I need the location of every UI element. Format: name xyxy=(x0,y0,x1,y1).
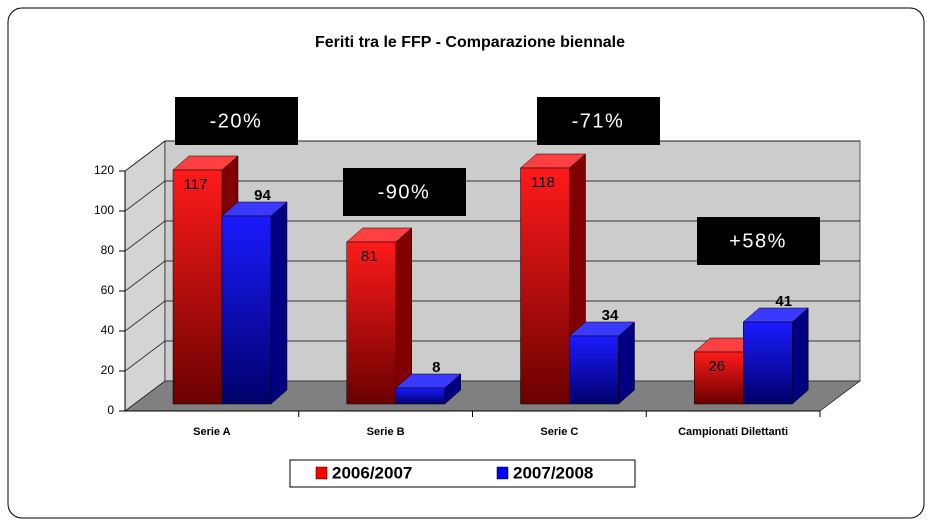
y-tick-label: 0 xyxy=(107,403,114,417)
y-tick-label: 60 xyxy=(101,283,115,297)
annotation-box xyxy=(537,97,660,145)
bar xyxy=(520,167,570,405)
bar xyxy=(694,351,744,405)
bar xyxy=(221,215,272,405)
y-tick-label: 120 xyxy=(94,163,114,177)
bar xyxy=(346,241,396,405)
value-label: 117 xyxy=(184,176,208,193)
value-label: 8 xyxy=(432,359,440,376)
bar xyxy=(569,335,619,405)
bar-side xyxy=(618,321,635,405)
x-tick-label: Serie A xyxy=(193,426,231,438)
value-label: 81 xyxy=(361,248,378,265)
grid-line xyxy=(124,260,860,292)
y-tick-label: 80 xyxy=(101,243,115,257)
value-label: 34 xyxy=(602,307,619,324)
annotation-box xyxy=(175,97,298,145)
x-tick-label: Serie C xyxy=(540,426,578,438)
y-tick-label: 40 xyxy=(101,323,115,337)
value-label: 26 xyxy=(708,358,725,375)
bar-side xyxy=(792,307,809,405)
bar xyxy=(395,387,445,405)
value-label: 94 xyxy=(254,187,271,204)
bar-side xyxy=(270,201,288,405)
value-label: 41 xyxy=(775,293,792,310)
legend-box xyxy=(289,459,636,488)
annotation: -20% xyxy=(210,110,263,132)
annotation: -90% xyxy=(378,181,431,203)
legend-swatch xyxy=(315,466,328,480)
legend-label: 2006/2007 xyxy=(332,463,412,482)
x-tick-label: Serie B xyxy=(367,426,405,438)
annotation: -71% xyxy=(572,110,625,132)
grid-line xyxy=(124,300,860,332)
bar xyxy=(172,169,223,405)
annotation: +58% xyxy=(729,230,787,252)
grid-line xyxy=(124,180,860,212)
annotation-box xyxy=(697,217,820,265)
y-tick-label: 20 xyxy=(101,363,115,377)
x-tick-label: Campionati Dilettanti xyxy=(678,426,788,438)
value-label: 118 xyxy=(531,174,555,191)
bar xyxy=(743,321,793,405)
annotation-box xyxy=(343,168,466,216)
chart-title: Feriti tra le FFP - Comparazione biennal… xyxy=(315,34,625,51)
legend-label: 2007/2008 xyxy=(513,463,593,482)
y-tick-label: 100 xyxy=(94,203,114,217)
grid-line xyxy=(124,220,860,252)
legend-swatch xyxy=(496,466,509,480)
